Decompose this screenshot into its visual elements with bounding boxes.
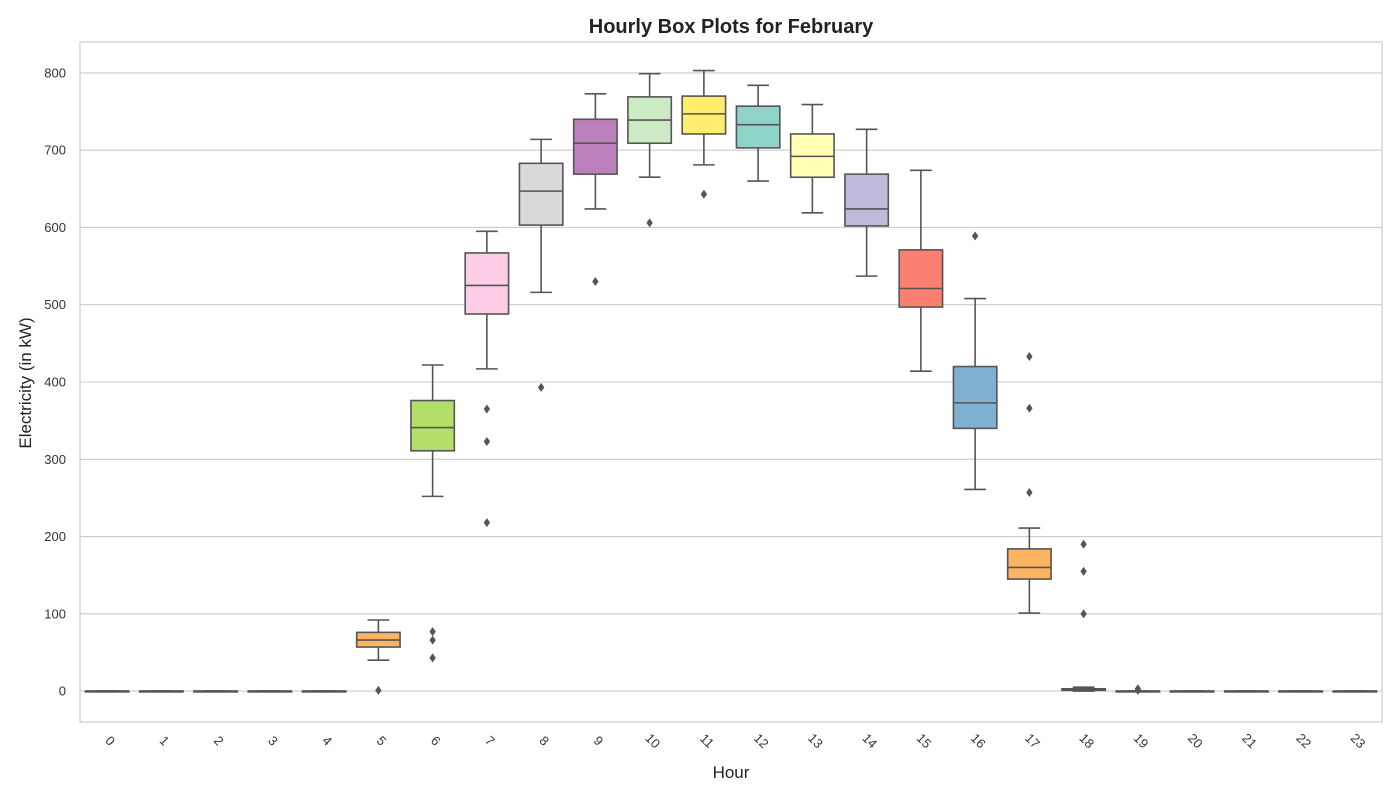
box-hour-21: [1223, 690, 1269, 693]
box-hour-23: [1332, 690, 1378, 693]
y-tick-label-400: 400: [44, 375, 66, 390]
y-tick-label-200: 200: [44, 529, 66, 544]
box-hour-6: [410, 364, 456, 663]
box-hour-22: [1278, 690, 1324, 693]
box-hour-15: [898, 169, 944, 372]
outlier-point-19-1: [1134, 685, 1142, 695]
outlier-point-6-2: [429, 653, 436, 663]
box-hour-2: [193, 690, 239, 693]
outlier-point-9-0: [592, 277, 599, 287]
outlier-point-7-0: [483, 404, 491, 414]
box-hour-18: [1061, 539, 1107, 692]
outlier-point-11-0: [700, 189, 708, 199]
box-hour-3: [247, 690, 293, 693]
outlier-point-18-0: [1080, 539, 1087, 549]
y-tick-label-300: 300: [44, 452, 66, 467]
box-hour-17: [1006, 352, 1052, 614]
box-hour-8: [518, 138, 564, 392]
y-tick-label-800: 800: [44, 65, 66, 80]
box-hour-13: [789, 103, 835, 214]
outlier-point-7-2: [483, 518, 491, 528]
box-hour-11: [681, 69, 727, 199]
outlier-point-16-0: [971, 231, 979, 241]
y-axis-label: Electricity (in kW): [16, 317, 35, 448]
plot-frame: [79, 41, 1383, 723]
iqr-box-8: [518, 162, 564, 226]
iqr-box-11: [681, 95, 727, 135]
grid-lines: [80, 72, 1382, 692]
box-hour-9: [572, 92, 618, 287]
y-tick-label-700: 700: [44, 143, 66, 158]
x-axis-label: Hour: [713, 763, 750, 782]
y-axis-ticks: 0 100 200 300 400 500 600 700 800: [44, 65, 66, 698]
box-hour-1: [138, 690, 184, 693]
y-tick-label-0: 0: [59, 684, 66, 699]
box-hour-5: [355, 619, 401, 695]
iqr-box-9: [572, 118, 618, 175]
outlier-point-17-0: [1026, 352, 1033, 361]
iqr-box-15: [898, 249, 944, 308]
outlier-point-8-0: [537, 382, 545, 392]
box-hour-10: [627, 72, 673, 228]
box-hour-7: [464, 230, 510, 528]
outlier-point-5-0: [375, 685, 382, 695]
box-hour-19: [1115, 684, 1161, 695]
box-hour-12: [735, 84, 781, 182]
box-hour-0: [84, 690, 130, 693]
y-tick-label-100: 100: [44, 606, 66, 621]
outlier-point-18-1: [1080, 566, 1087, 576]
iqr-box-17: [1006, 548, 1052, 580]
box-hour-14: [844, 128, 890, 277]
box-hour-4: [301, 690, 347, 693]
outlier-point-10-0: [646, 218, 653, 228]
chart-title: Hourly Box Plots for February: [589, 16, 874, 38]
box-hour-16: [952, 231, 998, 491]
y-tick-label-600: 600: [44, 220, 66, 235]
iqr-box-6: [410, 399, 456, 452]
y-tick-label-500: 500: [44, 297, 66, 312]
outlier-point-6-1: [429, 635, 436, 645]
outlier-point-7-1: [483, 437, 491, 446]
outlier-point-6-0: [429, 627, 436, 637]
iqr-box-16: [952, 365, 998, 430]
outlier-point-18-2: [1080, 609, 1087, 619]
outlier-point-17-1: [1026, 403, 1033, 413]
iqr-box-7: [464, 252, 510, 315]
iqr-box-12: [735, 105, 781, 149]
outlier-point-17-2: [1026, 488, 1033, 497]
box-plots: [84, 69, 1378, 695]
iqr-box-14: [844, 173, 890, 227]
box-hour-20: [1169, 690, 1215, 693]
